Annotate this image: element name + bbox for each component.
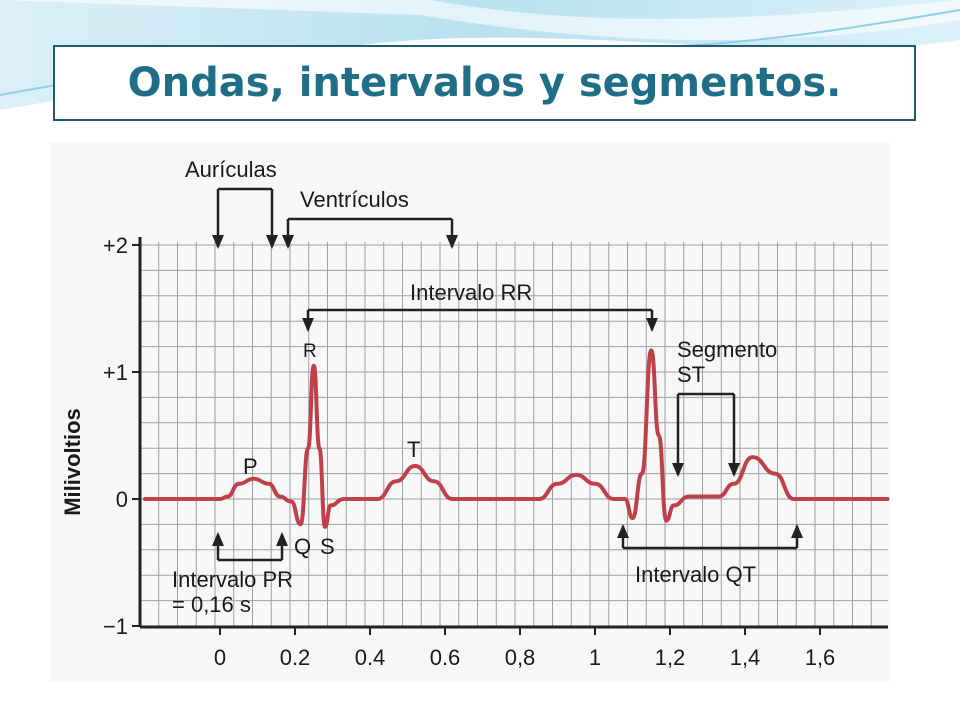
arrowhead <box>302 318 314 332</box>
intervalo-pr-label: Intervalo PR <box>172 567 293 592</box>
ecg-trace <box>143 348 890 529</box>
arrowhead <box>646 318 658 332</box>
wave-r-label: R <box>303 341 317 362</box>
ecg-figure: +2 +1 0 −1 0 0.2 0.4 0.6 0,8 1 1,2 1,4 1,6 Milivolti… <box>50 142 890 682</box>
arrowhead <box>276 532 288 546</box>
wave-p-label: P <box>243 454 258 479</box>
wave-s-label: S <box>320 534 335 559</box>
x-tick-label: 0.6 <box>430 645 461 670</box>
intervalo-rr-label: Intervalo RR <box>410 280 532 305</box>
y-tick-label: 0 <box>116 487 128 512</box>
wave-t-label: T <box>407 437 420 462</box>
x-tick-label: 1,6 <box>805 645 836 670</box>
arrowhead <box>791 524 803 538</box>
x-tick-label: 0.2 <box>280 645 311 670</box>
y-tick-label: −1 <box>103 614 128 639</box>
x-tick-label: 0.4 <box>355 645 386 670</box>
grid <box>139 242 888 627</box>
x-tick-label: 1,4 <box>730 645 761 670</box>
ventriculos-label: Ventrículos <box>300 187 409 212</box>
figure-background <box>50 142 890 682</box>
arrowhead <box>672 463 684 477</box>
y-axis-title: Milivoltios <box>60 408 85 516</box>
segmento-st-label: Segmento <box>677 337 777 362</box>
intervalo-qt-label: Intervalo QT <box>635 562 756 587</box>
intervalo-pr-value: = 0,16 s <box>172 592 251 617</box>
axes: +2 +1 0 −1 0 0.2 0.4 0.6 0,8 1 1,2 1,4 1,6 <box>103 233 888 670</box>
x-tick-label: 0 <box>214 645 226 670</box>
arrowhead <box>446 235 458 249</box>
slide-title: Ondas, intervalos y segmentos. <box>127 60 842 106</box>
arrowhead <box>728 463 740 477</box>
arrowhead <box>617 524 629 538</box>
y-tick-label: +1 <box>103 360 128 385</box>
arrowhead <box>212 235 224 249</box>
x-tick-label: 1 <box>589 645 601 670</box>
auriculas-label: Aurículas <box>185 157 277 182</box>
arrowhead <box>212 532 224 546</box>
y-tick-label: +2 <box>103 233 128 258</box>
wave-q-label: Q <box>294 534 311 559</box>
arrowhead <box>282 235 294 249</box>
arrowhead <box>266 235 278 249</box>
segmento-st-label-2: ST <box>677 362 705 387</box>
title-box: Ondas, intervalos y segmentos. <box>53 45 916 121</box>
annotation-arrows <box>212 187 803 562</box>
x-tick-label: 0,8 <box>505 645 536 670</box>
x-tick-label: 1,2 <box>655 645 686 670</box>
